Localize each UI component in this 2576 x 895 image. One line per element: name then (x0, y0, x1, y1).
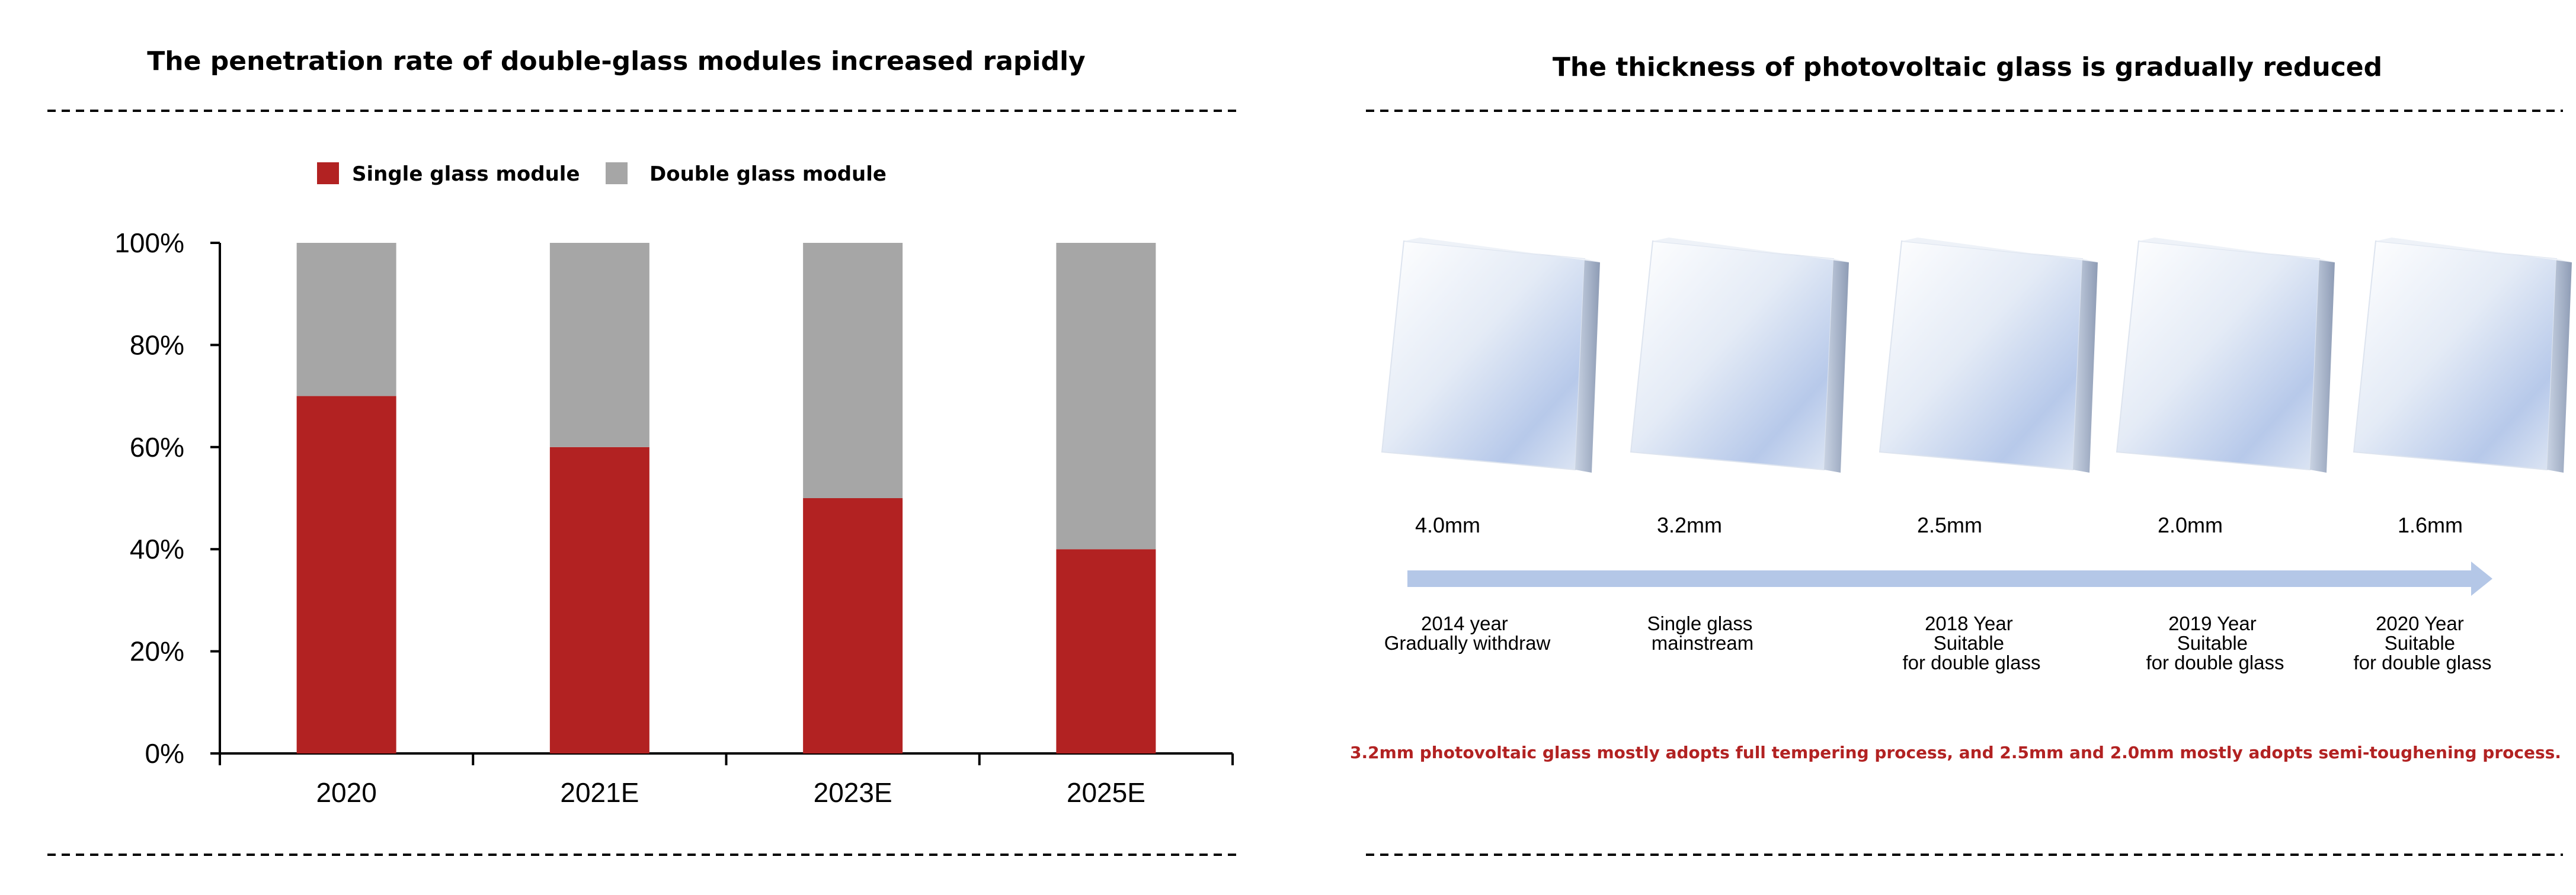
x-tick-label: 2021E (560, 777, 639, 808)
thickness-label: 4.0mm (1415, 513, 1480, 537)
glass-pane-2 (1630, 237, 1849, 473)
y-tick-label: 0% (145, 738, 184, 769)
step-caption: 2019 Year Suitable for double glass (2146, 612, 2284, 673)
bar-double-glass-2023e (803, 243, 903, 498)
glass-pane-5 (2353, 237, 2572, 473)
legend-label-single: Single glass module (352, 162, 580, 186)
thickness-label: 1.6mm (2398, 513, 2463, 537)
thickness-label: 2.5mm (1917, 513, 1982, 537)
bar-double-glass-2025e (1056, 243, 1156, 550)
legend-swatch-single (317, 162, 339, 184)
legend-swatch-double (606, 162, 628, 184)
glass-pane-1 (1381, 237, 1601, 473)
y-tick-label: 100% (114, 227, 184, 258)
y-tick-label: 60% (130, 432, 184, 463)
bar-double-glass-2021e (549, 243, 649, 447)
glass-pane-4 (2116, 237, 2335, 473)
x-tick-label: 2023E (814, 777, 892, 808)
y-tick-label: 20% (130, 636, 184, 667)
bar-single-glass-2020 (296, 396, 396, 753)
x-tick-label: 2025E (1067, 777, 1145, 808)
timeline-arrow (1407, 562, 2492, 596)
thickness-label: 3.2mm (1657, 513, 1722, 537)
y-tick-label: 80% (130, 329, 184, 360)
bar-chart: 0% 20% 40% 60% 80% 100% 2020 2021E 2023E 2025E (114, 227, 1234, 808)
step-caption: Single glass mainstream (1647, 612, 1758, 654)
left-panel-title: The penetration rate of double-glass mod… (147, 46, 1086, 76)
right-panel-title: The thickness of photovoltaic glass is g… (1553, 52, 2382, 82)
bar-single-glass-2023e (803, 498, 903, 753)
bar-single-glass-2025e (1056, 549, 1156, 753)
legend-label-double: Double glass module (649, 162, 887, 186)
process-note: 3.2mm photovoltaic glass mostly adopts f… (1350, 743, 2561, 762)
y-tick-label: 40% (130, 534, 184, 564)
step-caption: 2018 Year Suitable for double glass (1903, 612, 2041, 673)
bar-double-glass-2020 (296, 243, 396, 396)
thickness-label: 2.0mm (2158, 513, 2223, 537)
glass-pane-3 (1879, 237, 2098, 473)
chart-legend: Single glass module Double glass module (317, 162, 887, 186)
step-caption: 2020 Year Suitable for double glass (2354, 612, 2492, 673)
bar-single-glass-2021e (549, 447, 649, 753)
x-tick-label: 2020 (316, 777, 376, 808)
step-caption: 2014 year Gradually withdraw (1384, 612, 1551, 654)
